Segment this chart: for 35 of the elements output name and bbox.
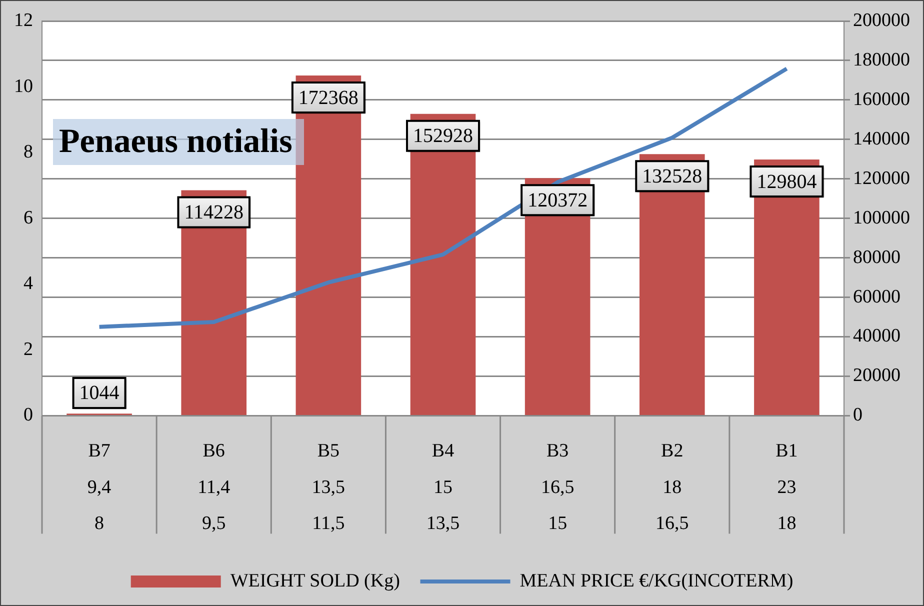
y2-tick-label: 180000 xyxy=(853,49,910,70)
y-tick-label: 2 xyxy=(24,338,33,360)
data-label: 172368 xyxy=(298,86,358,109)
y2-tick-label: 40000 xyxy=(853,326,900,347)
y-tick-label: 12 xyxy=(14,10,33,31)
data-label: 152928 xyxy=(413,125,473,148)
y-tick-label: 8 xyxy=(24,142,33,163)
legend-label: MEAN PRICE €/KG(INCOTERM) xyxy=(520,570,794,592)
y-tick-label: 6 xyxy=(24,207,33,228)
y2-tick-label: 20000 xyxy=(853,365,900,386)
data-label: 120372 xyxy=(528,189,588,212)
legend-label: WEIGHT SOLD (Kg) xyxy=(230,570,400,592)
data-label: 1044 xyxy=(79,382,120,404)
data-label: 114228 xyxy=(184,202,244,224)
x-tick-label: B5 13,5 11,5 xyxy=(312,440,346,534)
y2-tick-label: 100000 xyxy=(853,207,910,228)
y2-tick-label: 60000 xyxy=(853,286,900,308)
x-tick-label: B1 23 18 xyxy=(776,440,798,534)
y2-tick-label: 200000 xyxy=(853,10,910,31)
x-tick-label: B2 18 16,5 xyxy=(656,440,689,534)
x-tick-label: B4 15 13,5 xyxy=(426,440,460,534)
y2-tick-label: 0 xyxy=(853,404,862,426)
x-tick-label: B7 9,4 8 xyxy=(87,440,112,534)
y2-tick-label: 140000 xyxy=(853,128,910,150)
y2-tick-label: 80000 xyxy=(853,246,900,268)
x-tick-label: B6 11,4 9,5 xyxy=(198,440,231,534)
y-tick-label: 10 xyxy=(14,76,33,97)
text: Penaeus notialis xyxy=(53,119,304,165)
data-label: 132528 xyxy=(642,165,702,188)
y-tick-label: 4 xyxy=(24,273,34,294)
y2-tick-label: 160000 xyxy=(853,88,910,110)
x-tick-label: B3 16,5 15 xyxy=(540,440,574,534)
data-label: 129804 xyxy=(756,170,817,193)
y-tick-label: 0 xyxy=(24,404,33,426)
y2-tick-label: 120000 xyxy=(853,168,910,189)
